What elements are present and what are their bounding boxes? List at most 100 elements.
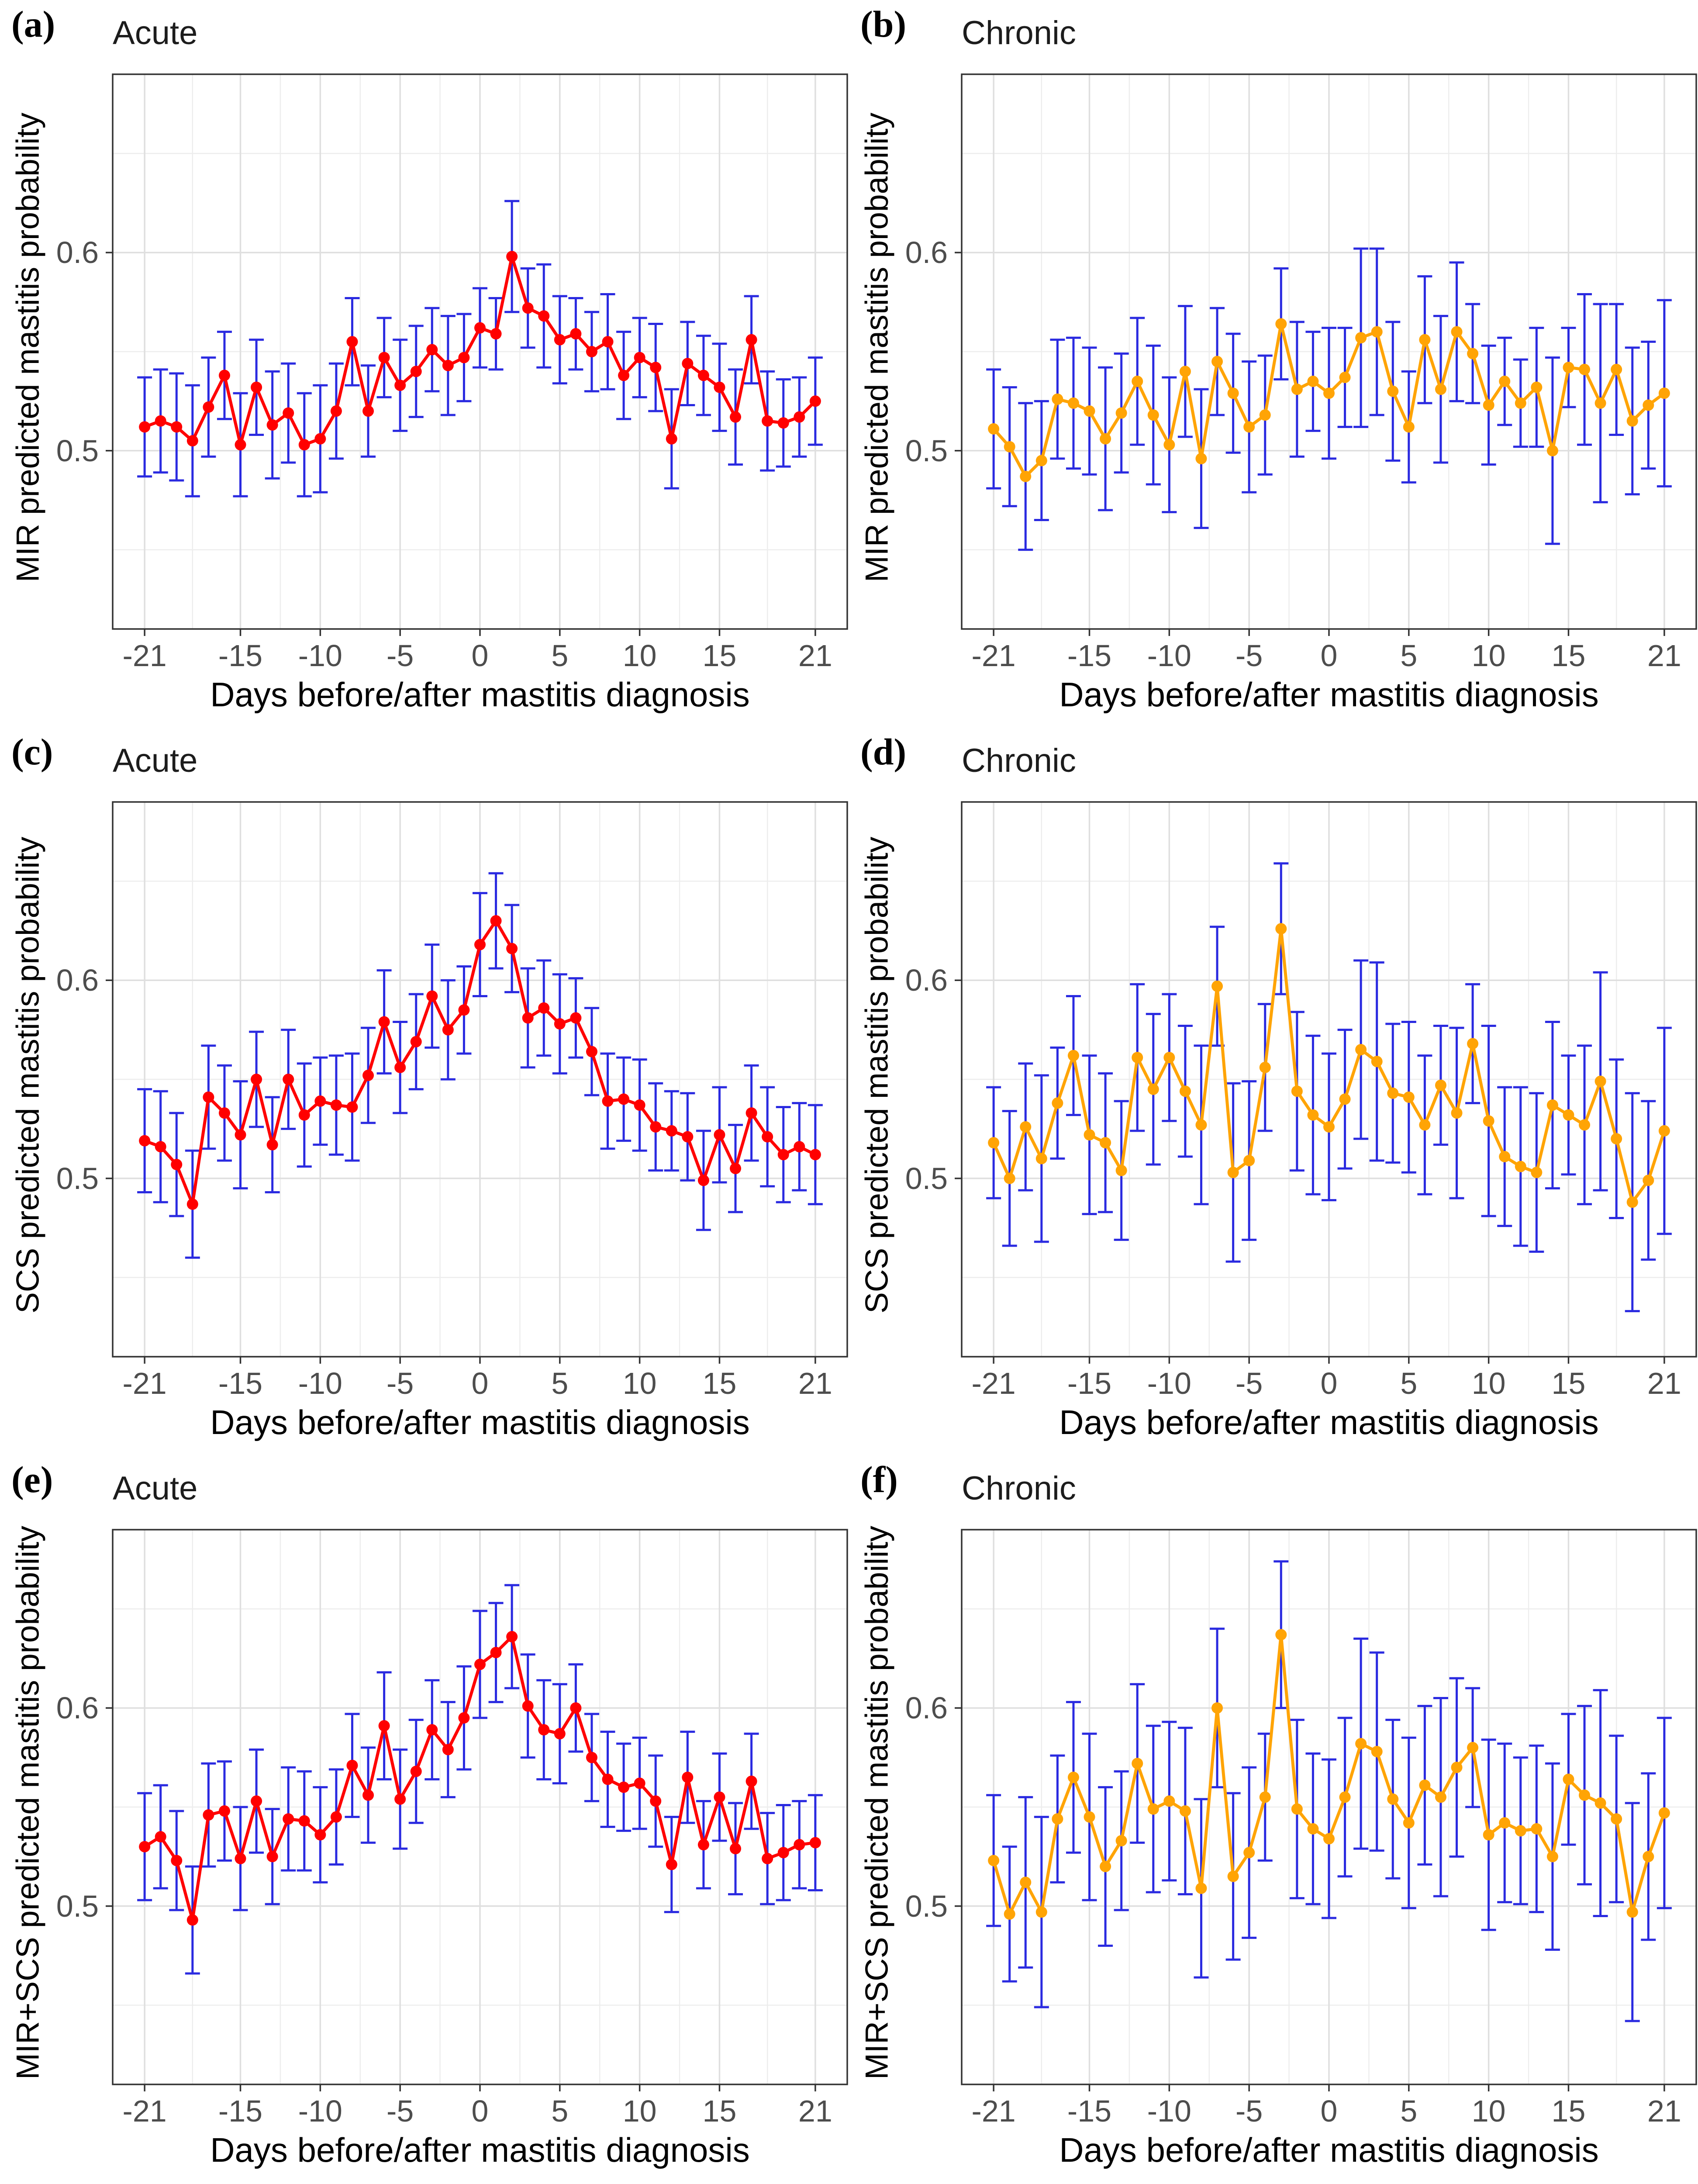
panel-letter: (a) xyxy=(11,3,55,45)
svg-text:15: 15 xyxy=(1552,1366,1586,1400)
x-axis-title: Days before/after mastitis diagnosis xyxy=(210,2131,750,2169)
svg-text:-15: -15 xyxy=(218,2094,262,2128)
y-axis-title: MIR predicted mastitis probability xyxy=(10,112,46,582)
y-axis-title: MIR+SCS predicted mastitis probability xyxy=(859,1526,895,2080)
svg-text:-15: -15 xyxy=(1067,1366,1111,1400)
svg-text:0: 0 xyxy=(472,639,489,673)
svg-text:10: 10 xyxy=(1472,2094,1506,2128)
panel-letter: (f) xyxy=(860,1458,898,1500)
svg-text:-10: -10 xyxy=(298,1366,342,1400)
svg-text:-10: -10 xyxy=(1147,1366,1191,1400)
svg-text:-5: -5 xyxy=(387,639,414,673)
svg-text:0.5: 0.5 xyxy=(905,1161,948,1196)
svg-text:15: 15 xyxy=(1552,2094,1586,2128)
svg-text:-21: -21 xyxy=(123,1366,167,1400)
panel-c-scs-acute: -21 -15 -10 -5 0 5 10 15 21 0.5 0.6 (c) Acute SCS … xyxy=(0,728,849,1455)
svg-text:0.6: 0.6 xyxy=(905,235,948,270)
svg-text:21: 21 xyxy=(798,639,832,673)
svg-text:15: 15 xyxy=(1552,639,1586,673)
panel-letter: (c) xyxy=(11,731,53,773)
svg-text:-21: -21 xyxy=(123,639,167,673)
svg-text:0: 0 xyxy=(472,1366,489,1400)
panel-title: Acute xyxy=(113,1470,198,1507)
svg-text:5: 5 xyxy=(551,1366,568,1400)
plot-area: -21 -15 -10 -5 0 5 10 15 21 0.5 0.6 xyxy=(905,801,1697,1400)
plot-area: -21 -15 -10 -5 0 5 10 15 21 0.5 0.6 xyxy=(905,1529,1697,2128)
svg-text:0.5: 0.5 xyxy=(905,434,948,468)
svg-text:5: 5 xyxy=(551,2094,568,2128)
svg-text:-10: -10 xyxy=(298,639,342,673)
plot-area: -21 -15 -10 -5 0 5 10 15 21 0.5 0.6 xyxy=(905,73,1697,673)
svg-text:-15: -15 xyxy=(1067,2094,1111,2128)
svg-text:0.6: 0.6 xyxy=(56,963,99,997)
svg-text:0.5: 0.5 xyxy=(905,1889,948,1923)
x-axis-title: Days before/after mastitis diagnosis xyxy=(1059,675,1599,714)
svg-text:-5: -5 xyxy=(1236,639,1263,673)
plot-area: -21 -15 -10 -5 0 5 10 15 21 0.5 0.6 xyxy=(56,1529,848,2128)
panel-title: Acute xyxy=(113,742,198,779)
x-axis-title: Days before/after mastitis diagnosis xyxy=(1059,2131,1599,2169)
svg-text:15: 15 xyxy=(703,639,737,673)
svg-text:21: 21 xyxy=(1647,639,1681,673)
svg-text:-21: -21 xyxy=(972,639,1016,673)
svg-text:-5: -5 xyxy=(1236,2094,1263,2128)
y-axis-title: MIR predicted mastitis probability xyxy=(859,112,895,582)
x-axis-title: Days before/after mastitis diagnosis xyxy=(210,1403,750,1441)
panel-title: Chronic xyxy=(962,1470,1076,1507)
panel-title: Chronic xyxy=(962,14,1076,52)
svg-text:0.6: 0.6 xyxy=(905,1691,948,1725)
svg-text:0.6: 0.6 xyxy=(56,235,99,270)
svg-text:-21: -21 xyxy=(972,1366,1016,1400)
svg-text:0.5: 0.5 xyxy=(56,1161,99,1196)
svg-text:-21: -21 xyxy=(972,2094,1016,2128)
svg-text:10: 10 xyxy=(1472,1366,1506,1400)
panel-title: Chronic xyxy=(962,742,1076,779)
panel-title: Acute xyxy=(113,14,198,52)
svg-text:10: 10 xyxy=(623,1366,657,1400)
svg-text:10: 10 xyxy=(1472,639,1506,673)
x-axis-title: Days before/after mastitis diagnosis xyxy=(1059,1403,1599,1441)
svg-text:-10: -10 xyxy=(1147,2094,1191,2128)
svg-text:0.5: 0.5 xyxy=(56,1889,99,1923)
svg-text:0: 0 xyxy=(472,2094,489,2128)
svg-text:0.5: 0.5 xyxy=(56,434,99,468)
svg-text:-5: -5 xyxy=(387,2094,414,2128)
svg-text:10: 10 xyxy=(623,2094,657,2128)
svg-text:15: 15 xyxy=(703,2094,737,2128)
panel-d-scs-chronic: -21 -15 -10 -5 0 5 10 15 21 0.5 0.6 (d) Chronic SC… xyxy=(849,728,1698,1455)
panel-e-mirscs-acute: -21 -15 -10 -5 0 5 10 15 21 0.5 0.6 (e) Acute MIR+… xyxy=(0,1455,849,2183)
panel-f-mirscs-chronic: -21 -15 -10 -5 0 5 10 15 21 0.5 0.6 (f) Chronic MI… xyxy=(849,1455,1698,2183)
svg-text:5: 5 xyxy=(1400,1366,1417,1400)
panel-letter: (e) xyxy=(11,1458,53,1500)
svg-text:0: 0 xyxy=(1321,639,1338,673)
panel-letter: (d) xyxy=(860,731,907,773)
svg-text:-5: -5 xyxy=(1236,1366,1263,1400)
svg-text:0.6: 0.6 xyxy=(56,1691,99,1725)
svg-text:0: 0 xyxy=(1321,2094,1338,2128)
svg-text:5: 5 xyxy=(551,639,568,673)
svg-text:-5: -5 xyxy=(387,1366,414,1400)
svg-text:-10: -10 xyxy=(298,2094,342,2128)
svg-text:21: 21 xyxy=(798,2094,832,2128)
svg-text:21: 21 xyxy=(1647,2094,1681,2128)
svg-text:0: 0 xyxy=(1321,1366,1338,1400)
panel-letter: (b) xyxy=(860,3,907,45)
svg-text:-15: -15 xyxy=(218,1366,262,1400)
y-axis-title: SCS predicted mastitis probability xyxy=(10,836,46,1313)
svg-text:5: 5 xyxy=(1400,2094,1417,2128)
svg-text:-15: -15 xyxy=(1067,639,1111,673)
svg-text:-10: -10 xyxy=(1147,639,1191,673)
svg-text:21: 21 xyxy=(1647,1366,1681,1400)
svg-text:5: 5 xyxy=(1400,639,1417,673)
y-axis-title: MIR+SCS predicted mastitis probability xyxy=(10,1526,46,2080)
x-axis-title: Days before/after mastitis diagnosis xyxy=(210,675,750,714)
svg-text:21: 21 xyxy=(798,1366,832,1400)
svg-text:15: 15 xyxy=(703,1366,737,1400)
svg-text:0.6: 0.6 xyxy=(905,963,948,997)
plot-area: -21 -15 -10 -5 0 5 10 15 21 0.5 0.6 xyxy=(56,801,848,1400)
panel-b-mir-chronic: -21 -15 -10 -5 0 5 10 15 21 0.5 0.6 (b) Chronic MI… xyxy=(849,0,1698,728)
svg-text:-21: -21 xyxy=(123,2094,167,2128)
y-axis-title: SCS predicted mastitis probability xyxy=(859,836,895,1313)
plot-area: -21 -15 -10 -5 0 5 10 15 21 0.5 0.6 xyxy=(56,73,848,673)
